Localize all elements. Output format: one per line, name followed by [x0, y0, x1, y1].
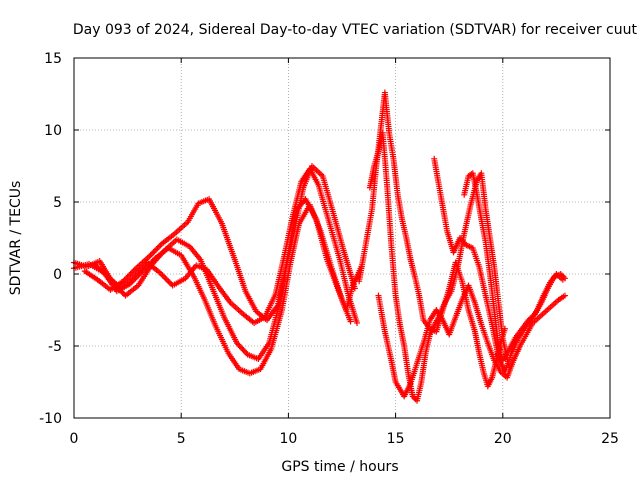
- data-point-marker: [147, 252, 154, 259]
- data-point-marker: [347, 318, 354, 325]
- data-points: [71, 89, 568, 404]
- plot-frame: [73, 57, 611, 419]
- data-point-marker: [150, 249, 157, 256]
- data-point-marker: [123, 275, 130, 282]
- chart-title: Day 093 of 2024, Sidereal Day-to-day VTE…: [73, 22, 638, 38]
- x-tick-label: 10: [279, 431, 297, 447]
- x-tick-label: 0: [70, 431, 79, 447]
- series-track-9: [461, 170, 568, 364]
- data-point-marker: [354, 319, 361, 326]
- y-tick-label: 10: [44, 123, 62, 139]
- data-point-marker: [162, 275, 169, 282]
- data-point-marker: [156, 243, 163, 250]
- data-point-marker: [561, 292, 568, 299]
- data-point-marker: [163, 276, 170, 283]
- y-tick-label: 15: [44, 51, 62, 67]
- series-track-6: [366, 129, 513, 404]
- data-point-marker: [153, 246, 160, 253]
- data-point-marker: [165, 278, 172, 285]
- x-tick-label: 25: [601, 431, 619, 447]
- data-point-marker: [561, 275, 568, 282]
- y-tick-label: -5: [48, 339, 62, 355]
- data-point-marker: [159, 272, 166, 279]
- data-point-marker: [148, 250, 155, 257]
- data-point-marker: [351, 285, 358, 292]
- y-axis-label: SDTVAR / TECUs: [8, 181, 24, 296]
- y-tick-label: 0: [53, 267, 62, 283]
- x-tick-label: 5: [177, 431, 186, 447]
- x-tick-label: 20: [494, 431, 512, 447]
- data-point-marker: [161, 273, 168, 280]
- series-track-7: [375, 282, 568, 400]
- x-axis-label: GPS time / hours: [281, 459, 398, 475]
- data-point-marker: [151, 247, 158, 254]
- y-tick-label: -10: [39, 411, 62, 427]
- y-tick-label: 5: [53, 195, 62, 211]
- data-point-marker: [154, 245, 161, 252]
- axis-ticks: 0 5 10 15 20 25 -10 -5 0 5 10 15: [39, 51, 619, 447]
- x-tick-label: 15: [387, 431, 405, 447]
- series-track-1: [71, 196, 365, 362]
- series-track-4: [92, 165, 361, 326]
